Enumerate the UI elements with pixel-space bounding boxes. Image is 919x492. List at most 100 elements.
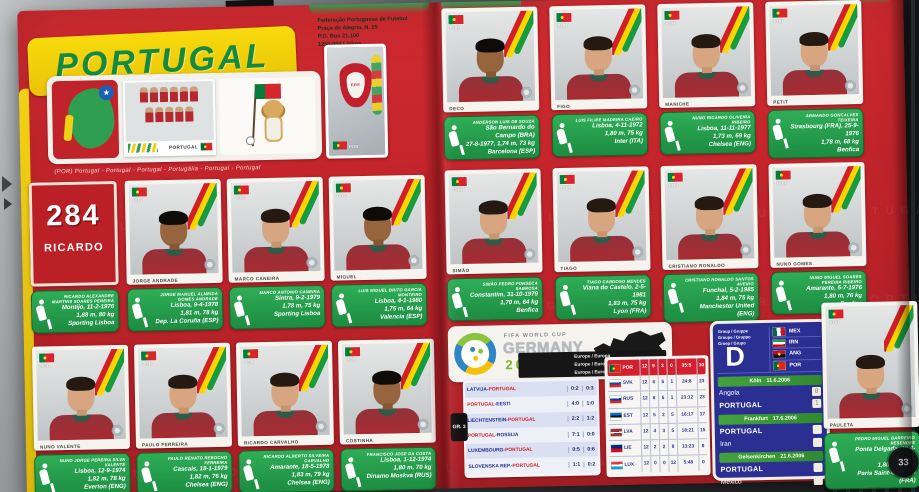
player-photo: POR — [128, 182, 219, 275]
player-silhouette-icon — [38, 463, 52, 491]
fixture-block: Gelsenkirchen 21.6.2006 PORTUGAL México — [719, 451, 824, 488]
player-name-label: NUNO VALENTE — [39, 443, 81, 450]
portugal-text: PORTUGAL — [467, 433, 496, 440]
player-cell: POR SIMÃO SIMÃO PEDRO FONSECA SABROSA Co… — [444, 168, 544, 322]
player-photo: POR — [553, 8, 644, 101]
portugal-flag-icon — [559, 174, 575, 185]
portugal-flag-icon — [254, 83, 282, 100]
player-cell: POR PETIT ARMANDO GONCALVES TEIXEIRA Str… — [765, 0, 865, 159]
player-portrait — [239, 208, 312, 273]
player-portrait — [781, 193, 854, 258]
goalkeeper-silhouette-icon — [35, 299, 49, 327]
player-sticker: POR MARCO CANEIRA — [226, 176, 325, 283]
portugal-flag-icon — [233, 185, 249, 195]
player-caption: JORGE MANUEL ALMEIDA GOMES ANDRADE Lisbo… — [126, 286, 224, 332]
flag-por-icon — [609, 364, 621, 372]
player-silhouette-icon — [242, 459, 256, 487]
player-photo: POR — [341, 342, 432, 435]
portugal-text: PORTUGAL — [507, 417, 536, 423]
caption-club: Sporting Lisboa — [273, 309, 321, 318]
football-icon — [245, 136, 255, 146]
wc2006-emblem-icon — [417, 418, 429, 430]
score-1: 1:1 — [568, 461, 584, 469]
wc2006-emblem-icon — [520, 86, 533, 98]
player-portrait — [45, 376, 118, 441]
wc2006-emblem-icon — [111, 424, 123, 437]
standings-row-por: POR 12 9 3 0 35:5 30 — [607, 358, 706, 377]
wc2006-emblem-icon — [848, 242, 860, 254]
por-label: POR — [132, 197, 143, 203]
player-sticker: POR TIAGO — [552, 166, 651, 273]
player-portrait — [137, 210, 210, 275]
empty-sticker-slot: 284 RICARDO — [28, 180, 119, 287]
player-name-label: MIGUEL — [336, 274, 357, 280]
album-spread: PORTUGAL PORTUGAL PORTUGAL PORTUGAL PORT… — [17, 0, 919, 492]
fixture-team-row: México — [720, 474, 824, 489]
player-name-label: MARCO CANEIRA — [234, 275, 280, 282]
player-caption: MARCO ANTONIO CANEIRA Sintra, 9-2-1979 1… — [228, 284, 326, 330]
portugal-flag-icon — [243, 349, 259, 359]
flag-rus-icon — [610, 396, 622, 404]
player-sticker: POR MIGUEL — [328, 174, 427, 281]
fpf-crest-sticker: F.P.F. POR — [323, 43, 389, 159]
player-portrait — [670, 33, 743, 98]
player-cell: POR NUNO VALENTE NUNO JORGE PEREIRA SILV… — [31, 344, 131, 492]
portugal-flag-icon — [39, 353, 55, 363]
player-sticker: POR NUNO GOMES — [768, 161, 867, 268]
language-strip: (POR) Portugal - Portugal - Portugal - P… — [54, 165, 261, 176]
europe-badge-icon: ★ — [98, 85, 115, 101]
player-cell: POR TIAGO TIAGO CARDOSO MENDES Viana do … — [552, 166, 652, 320]
stripes-icon — [127, 143, 159, 153]
player-name-label: COSTINHA — [345, 437, 374, 444]
por-label: POR — [829, 319, 840, 325]
group-teams-list: MEX IRN ANG POR — [768, 325, 822, 372]
desk-mark — [2, 176, 12, 192]
caption-club: Inter (ITA) — [614, 137, 644, 145]
player-photo: POR — [772, 166, 863, 258]
standings-row: EST 12 5 2 5 16:17 17 — [608, 406, 707, 425]
player-silhouette-icon — [559, 285, 573, 313]
player-silhouette-icon — [335, 293, 349, 321]
group-letter: D — [724, 341, 746, 372]
player-caption: RICARDO ALEXANDRE MARTINS SOARES PEREIRA… — [30, 288, 120, 334]
portugal-flag-icon — [664, 10, 680, 20]
por-label: POR — [234, 195, 245, 201]
wc2006-emblem-icon — [632, 246, 644, 258]
player-cell: POR JORGE ANDRADE JORGE MANUEL ALMEIDA G… — [124, 178, 224, 332]
flag-lie-icon — [611, 444, 623, 453]
score-box — [813, 463, 823, 473]
caption-club: Chelsea (ENG) — [185, 481, 228, 489]
player-cell: POR MIGUEL LUIS MIGUEL BRITO GARCIA MONT… — [328, 174, 428, 328]
team-photo-row — [125, 86, 213, 103]
player-cell: POR FIGO LUIS FILIPE MADEIRA CAEIRO Lisb… — [549, 4, 649, 158]
player-name-label: TIAGO — [560, 265, 578, 272]
score-2: 1:0 — [582, 400, 598, 407]
player-sticker: POR JORGE ANDRADE — [124, 178, 223, 285]
player-portrait — [249, 372, 322, 437]
player-caption: ANDERSON LUIS DE SOUZA São Bernardo do C… — [443, 114, 541, 161]
player-photo: POR — [445, 10, 536, 103]
caption-club: Valencia (ESP) — [379, 313, 423, 321]
por-label: POR — [776, 180, 787, 186]
player-cell: POR COSTINHA FRANCISCO JOSE DA COSTA Lis… — [337, 338, 437, 492]
standings-row: RUS 12 6 5 1 23:12 23 — [607, 390, 707, 409]
wc2006-emblem-icon — [213, 422, 225, 435]
player-cell: POR MARCO CANEIRA MARCO ANTONIO CANEIRA … — [226, 176, 326, 330]
player-portrait — [147, 374, 220, 439]
caption-club: Sporting Lisboa — [68, 319, 115, 328]
score-2: 0:2 — [583, 461, 599, 468]
standings-row: SVK 12 6 5 1 24:8 23 — [607, 374, 706, 393]
wc2006-logo-icon — [453, 332, 497, 376]
player-sticker: POR SIMÃO — [444, 168, 543, 275]
por-label: POR — [668, 182, 679, 188]
caption-club: Dep. La Coruña (ESP) — [155, 317, 219, 326]
player-name-label: NUNO GOMES — [776, 261, 813, 267]
caption-birth: São Bernardo do Campo (BRA) — [485, 123, 535, 140]
score-2: 1:2 — [582, 415, 598, 422]
player-photo: POR — [664, 168, 755, 260]
score-box: 0 — [811, 386, 822, 396]
portugal-flag-icon — [667, 172, 683, 182]
player-cell: POR PAULO FERREIRA PAULO RENATO REBOCHO … — [133, 342, 233, 492]
score-box: 1 — [812, 399, 822, 409]
team-photo-sticker: PORTUGAL — [122, 78, 217, 157]
